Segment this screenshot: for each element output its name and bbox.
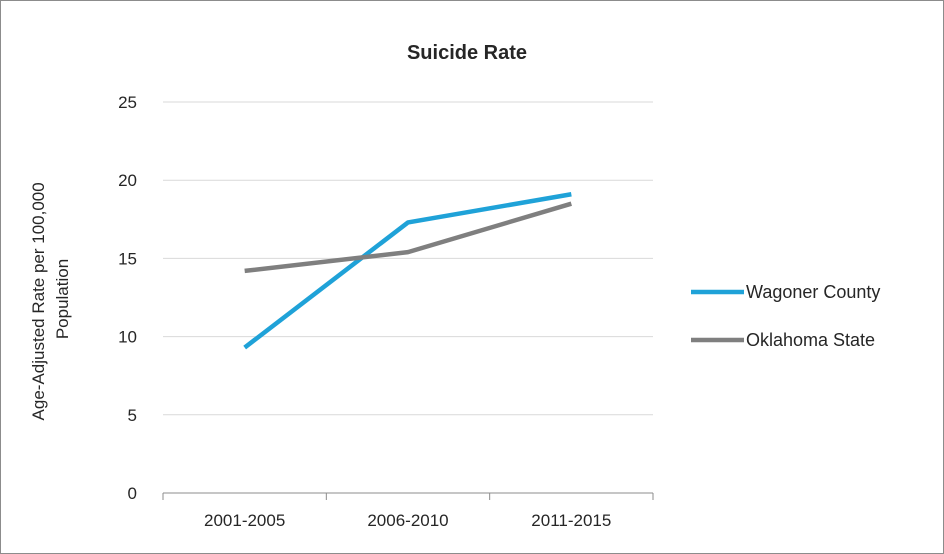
y-axis-label-line2: Population (53, 259, 72, 339)
y-axis-label: Age-Adjusted Rate per 100,000 Population (29, 178, 72, 421)
y-axis-label-line1: Age-Adjusted Rate per 100,000 (29, 182, 48, 420)
legend-label: Oklahoma State (746, 330, 875, 350)
x-tick-label: 2001-2005 (204, 511, 285, 530)
series-line-oklahoma-state (244, 201, 572, 274)
y-tick-label: 20 (118, 171, 137, 190)
series-line-wagoner-county (243, 192, 572, 350)
chart-title: Suicide Rate (407, 42, 527, 64)
y-tick-label: 25 (118, 93, 137, 112)
x-tick-label: 2011-2015 (531, 511, 611, 530)
y-tick-label: 5 (128, 406, 137, 425)
y-tick-label: 10 (118, 328, 137, 347)
x-tick-label: 2006-2010 (367, 511, 448, 530)
y-axis-ticks: 0 5 10 15 20 25 (118, 93, 137, 503)
legend: Wagoner County Oklahoma State (691, 282, 880, 350)
y-tick-label: 15 (118, 249, 137, 268)
gridlines (163, 101, 653, 416)
x-axis: 2001-2005 2006-2010 2011-2015 (162, 492, 654, 530)
y-tick-label: 0 (128, 484, 137, 503)
legend-label: Wagoner County (746, 282, 880, 302)
series-lines (243, 192, 572, 350)
